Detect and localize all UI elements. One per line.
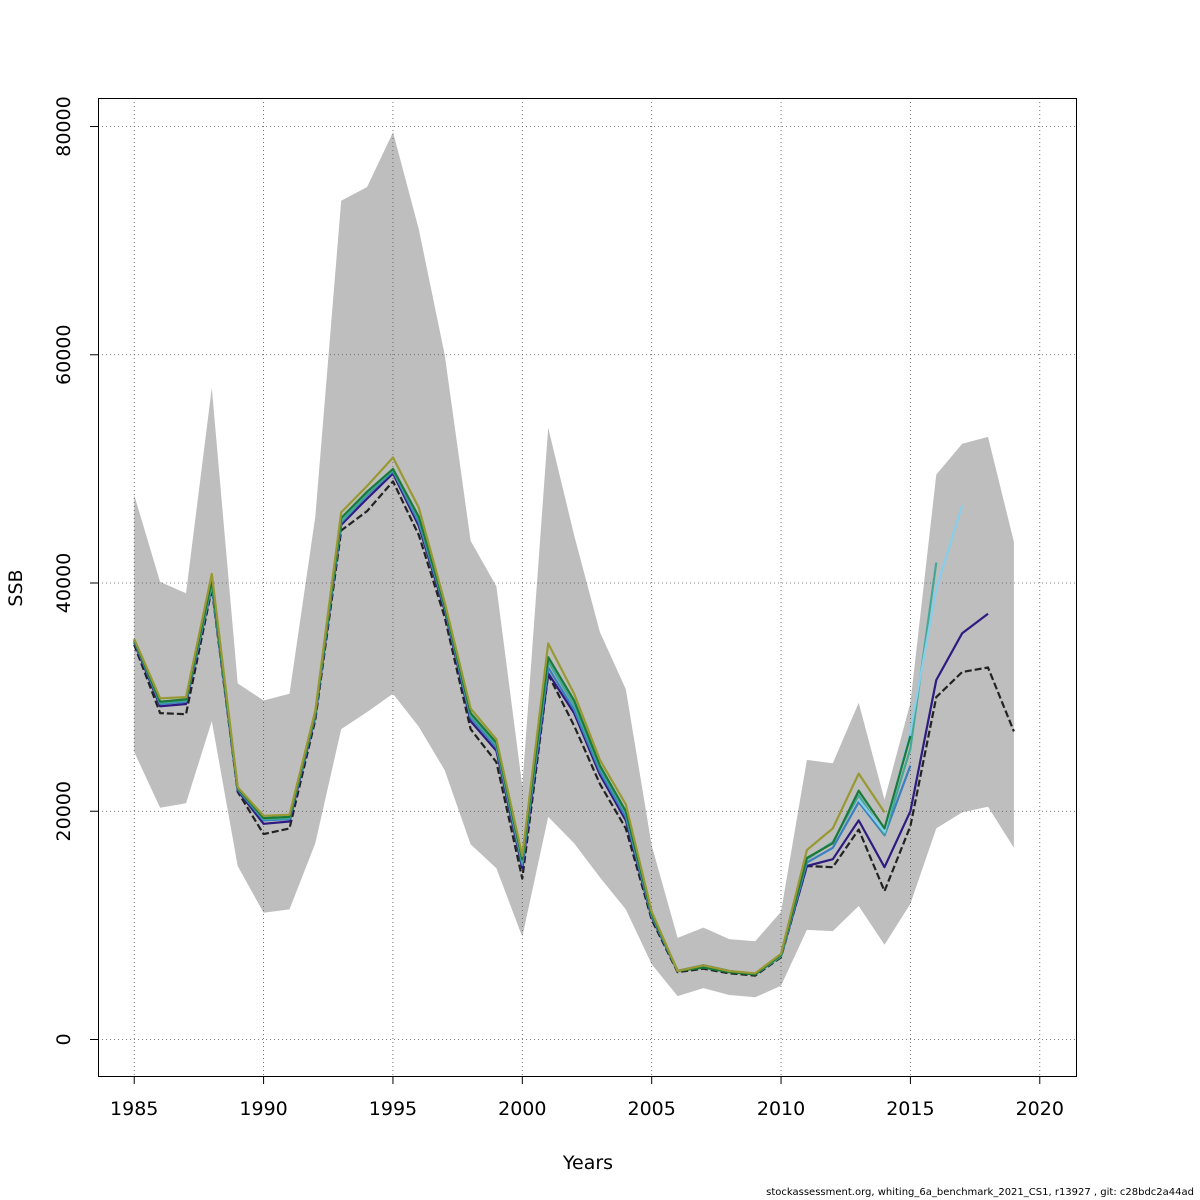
plot-frame [98,98,1077,1077]
x-tick-label: 2000 [498,1098,546,1120]
x-tick-label: 1985 [110,1098,158,1120]
series-layer [133,456,1015,977]
y-axis-title: SSB [5,569,27,606]
x-tick-label: 2010 [757,1098,805,1120]
series-line-7 [133,456,886,975]
x-tick-label: 2015 [886,1098,934,1120]
confidence-band [134,132,1014,998]
grid-layer [98,98,1076,1076]
series-line-2 [133,472,989,976]
y-tick-label: 80000 [53,96,75,156]
x-tick-label: 2020 [1016,1098,1064,1120]
x-axis-title: Years [562,1152,613,1174]
y-tick-label: 0 [53,1033,75,1045]
x-tick-label: 1995 [369,1098,417,1120]
series-line-1 [133,480,1015,977]
y-tick-label: 60000 [53,325,75,385]
confidence-band-layer [134,132,1014,998]
x-tick-label: 2005 [628,1098,676,1120]
axis-layer: 1985 1990 1995 2000 2005 2010 2015 2020 0 20000 40… [53,96,1064,1120]
footer-note: stockassessment.org, whiting_6a_benchmar… [766,1187,1194,1198]
series-line-5 [857,505,964,833]
x-tick-label: 1990 [239,1098,287,1120]
y-tick-label: 20000 [53,781,75,841]
y-tick-label: 40000 [53,553,75,613]
